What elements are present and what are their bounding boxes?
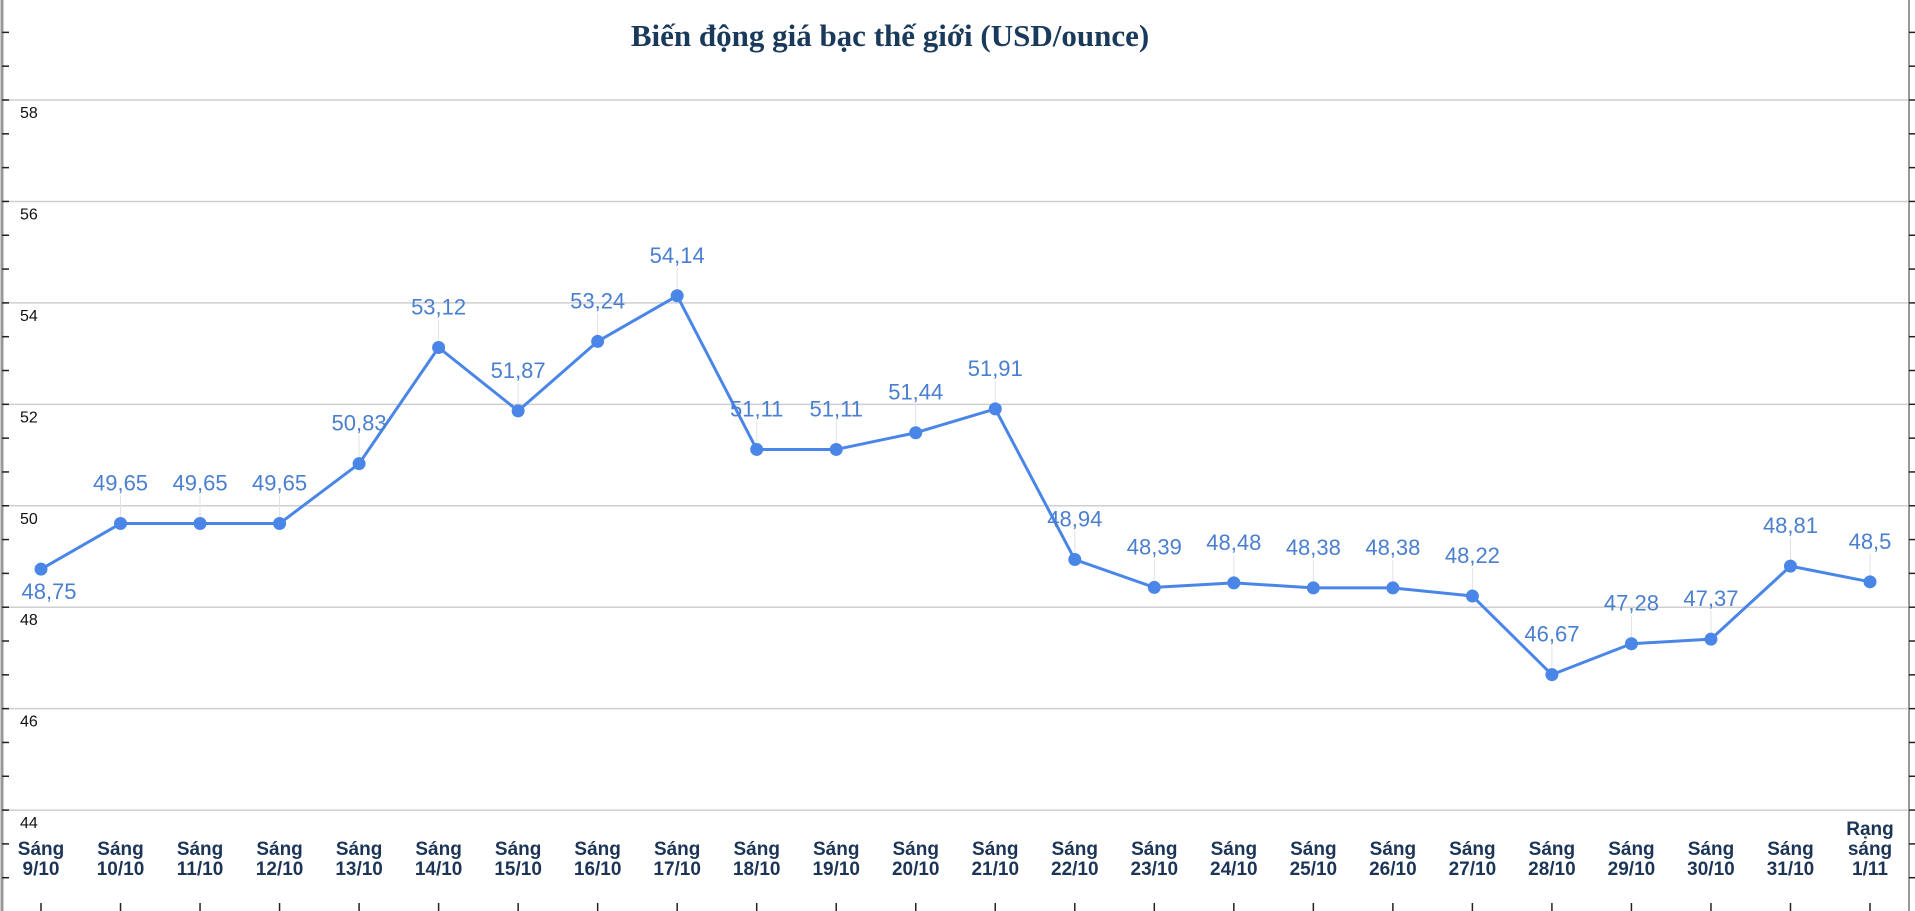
data-point xyxy=(591,334,605,348)
data-label: 48,75 xyxy=(21,579,76,604)
data-point xyxy=(750,442,764,456)
data-label: 50,83 xyxy=(332,411,387,436)
x-tick-label: Sáng 14/10 xyxy=(415,839,463,880)
y-tick-labels: 44 46 48 50 52 54 56 58 xyxy=(20,105,38,832)
data-point xyxy=(1227,576,1241,590)
y-tick-label: 54 xyxy=(20,308,38,325)
data-point xyxy=(1068,553,1082,567)
data-label: 51,87 xyxy=(491,358,546,383)
x-tick-label: Sáng 20/10 xyxy=(892,839,940,880)
data-point xyxy=(511,404,525,418)
gridlines xyxy=(3,99,1909,811)
x-tick-label: Sáng 24/10 xyxy=(1210,839,1258,880)
data-label: 53,12 xyxy=(411,295,466,320)
x-tick-label: Sáng 17/10 xyxy=(653,839,701,880)
x-tick-label: Sáng 22/10 xyxy=(1051,839,1099,880)
y-tick-label: 52 xyxy=(20,409,38,426)
data-label: 48,81 xyxy=(1763,513,1818,538)
x-tick-label: Sáng 27/10 xyxy=(1449,839,1497,880)
data-point xyxy=(988,402,1002,416)
y-tick-label: 44 xyxy=(20,815,38,832)
data-label: 49,65 xyxy=(252,471,307,496)
data-label: 47,37 xyxy=(1683,586,1738,611)
series-line: 48,75 49,65 49,65 49,65 50,83 53,12 51,87 53,24… xyxy=(21,243,1892,682)
y-tick-label: 50 xyxy=(20,511,38,528)
data-point xyxy=(1863,575,1877,589)
x-tick-label: Sáng 11/10 xyxy=(177,839,224,880)
x-tick-labels: Sáng 9/10 Sáng 10/10 Sáng 11/10 Sáng 12/10 Sáng 1… xyxy=(18,819,1894,880)
data-point xyxy=(432,341,446,355)
series-path xyxy=(40,294,1871,677)
x-tick-label: Sáng 13/10 xyxy=(335,839,383,880)
data-point xyxy=(909,426,923,440)
data-point xyxy=(273,517,287,531)
data-label: 53,24 xyxy=(570,288,625,313)
x-tick-label: Sáng 30/10 xyxy=(1687,839,1735,880)
data-label: 48,38 xyxy=(1286,535,1341,560)
data-label: 51,44 xyxy=(888,380,943,405)
data-point xyxy=(1147,580,1161,594)
data-point xyxy=(1704,632,1718,646)
y-tick-label: 58 xyxy=(20,105,38,122)
chart-title: Biến động giá bạc thế giới (USD/ounce) xyxy=(631,18,1149,53)
data-point xyxy=(114,517,128,531)
data-point xyxy=(829,442,843,456)
data-label: 48,39 xyxy=(1127,534,1182,559)
data-point xyxy=(1465,589,1479,603)
data-label: 51,91 xyxy=(968,356,1023,381)
data-point xyxy=(34,562,48,576)
data-point xyxy=(1624,637,1638,651)
x-tick-label: Sáng 21/10 xyxy=(971,839,1019,880)
x-tick-label: Sáng 10/10 xyxy=(97,839,145,880)
y-tick-label: 46 xyxy=(20,714,38,731)
data-point xyxy=(1783,559,1797,573)
data-label: 48,38 xyxy=(1365,535,1420,560)
data-label: 48,94 xyxy=(1047,507,1102,532)
data-label: 54,14 xyxy=(650,243,705,268)
data-point xyxy=(670,289,684,303)
x-tick-label: Sáng 31/10 xyxy=(1767,839,1815,880)
y-tick-label: 56 xyxy=(20,206,38,223)
data-point xyxy=(352,457,366,471)
x-tick-label: Sáng 16/10 xyxy=(574,839,622,880)
data-point xyxy=(1306,581,1320,595)
x-tick-label: Sáng 18/10 xyxy=(733,839,781,880)
data-label: 48,48 xyxy=(1206,530,1261,555)
y-tick-label: 48 xyxy=(20,612,38,629)
x-tick-label: Sáng 29/10 xyxy=(1608,839,1656,880)
data-label: 51,11 xyxy=(730,396,783,421)
data-point xyxy=(1386,581,1400,595)
x-tick-label: Sáng 15/10 xyxy=(494,839,542,880)
x-tick-label: Sáng 26/10 xyxy=(1369,839,1417,880)
x-tick-label: Sáng 19/10 xyxy=(812,839,860,880)
x-tick-label: Rạng sáng 1/11 xyxy=(1846,819,1894,880)
x-tick-label: Sáng 23/10 xyxy=(1131,839,1179,880)
data-label: 46,67 xyxy=(1524,622,1579,647)
data-label: 48,22 xyxy=(1445,543,1500,568)
x-tick-label: Sáng 9/10 xyxy=(18,839,64,880)
data-label: 49,65 xyxy=(93,471,148,496)
data-label: 51,11 xyxy=(810,396,863,421)
data-label: 48,5 xyxy=(1849,529,1892,554)
x-tick-label: Sáng 25/10 xyxy=(1290,839,1338,880)
data-label: 47,28 xyxy=(1604,591,1659,616)
x-tick-label: Sáng 28/10 xyxy=(1528,839,1576,880)
data-label: 49,65 xyxy=(173,471,228,496)
x-tick-label: Sáng 12/10 xyxy=(256,839,304,880)
data-point xyxy=(1545,668,1559,682)
data-point xyxy=(193,517,207,531)
